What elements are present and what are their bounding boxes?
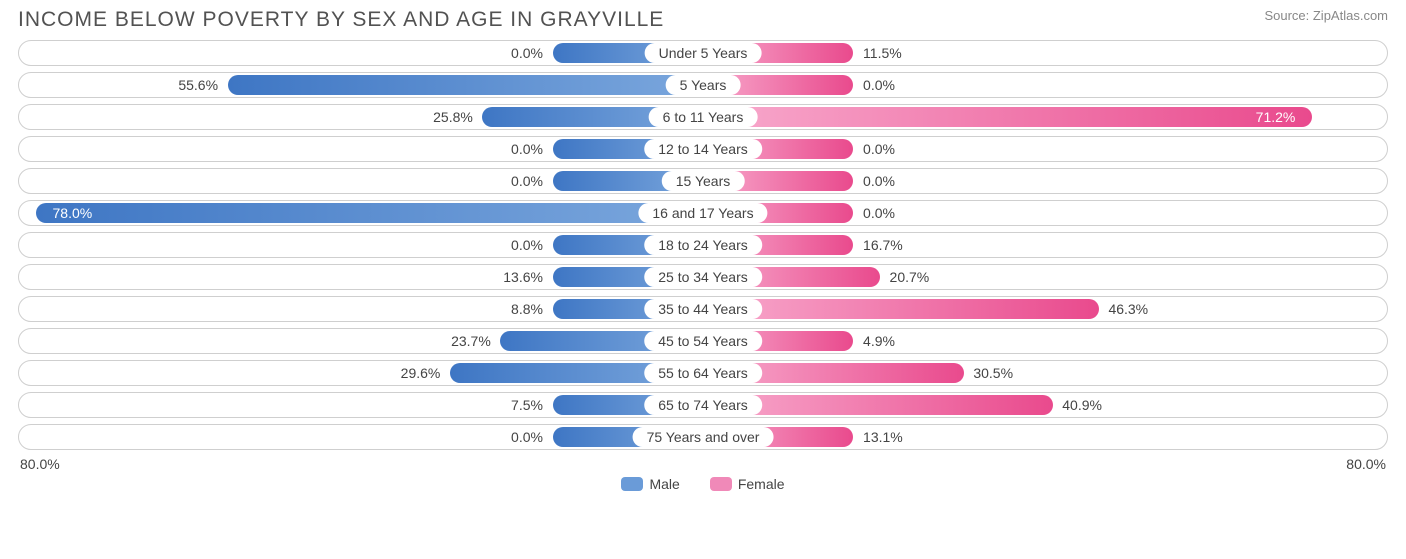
female-value-label: 0.0%	[863, 173, 895, 189]
male-value-label: 55.6%	[178, 77, 218, 93]
chart-area: 0.0% 11.5% Under 5 Years 55.6% 0.0% 5 Years 25…	[0, 36, 1406, 492]
chart-row: 0.0% 13.1% 75 Years and over	[18, 424, 1388, 450]
category-label: 55 to 64 Years	[644, 363, 762, 383]
chart-row: 13.6% 20.7% 25 to 34 Years	[18, 264, 1388, 290]
category-label: 6 to 11 Years	[649, 107, 758, 127]
category-label: 75 Years and over	[633, 427, 774, 447]
category-label: Under 5 Years	[645, 43, 762, 63]
axis-left-label: 80.0%	[20, 456, 60, 472]
chart-row: 8.8% 46.3% 35 to 44 Years	[18, 296, 1388, 322]
male-bar	[228, 75, 703, 95]
legend-female-label: Female	[738, 476, 785, 492]
category-label: 65 to 74 Years	[644, 395, 762, 415]
male-value-label: 0.0%	[511, 141, 543, 157]
female-value-label: 0.0%	[863, 141, 895, 157]
male-value-label: 0.0%	[511, 237, 543, 253]
female-value-label: 13.1%	[863, 429, 903, 445]
chart-source: Source: ZipAtlas.com	[1264, 8, 1388, 23]
category-label: 45 to 54 Years	[644, 331, 762, 351]
male-value-label: 13.6%	[503, 269, 543, 285]
rows-container: 0.0% 11.5% Under 5 Years 55.6% 0.0% 5 Years 25…	[18, 40, 1388, 450]
legend-male-label: Male	[649, 476, 679, 492]
female-value-label: 40.9%	[1062, 397, 1102, 413]
category-label: 12 to 14 Years	[644, 139, 762, 159]
category-label: 15 Years	[662, 171, 745, 191]
female-value-label: 30.5%	[973, 365, 1013, 381]
female-bar	[703, 299, 1099, 319]
female-value-label: 0.0%	[863, 205, 895, 221]
chart-row: 7.5% 40.9% 65 to 74 Years	[18, 392, 1388, 418]
category-label: 35 to 44 Years	[644, 299, 762, 319]
female-value-label: 46.3%	[1108, 301, 1148, 317]
chart-row: 55.6% 0.0% 5 Years	[18, 72, 1388, 98]
axis-row: 80.0% 80.0%	[18, 456, 1388, 472]
chart-row: 0.0% 11.5% Under 5 Years	[18, 40, 1388, 66]
category-label: 18 to 24 Years	[644, 235, 762, 255]
chart-row: 0.0% 0.0% 12 to 14 Years	[18, 136, 1388, 162]
chart-row: 0.0% 16.7% 18 to 24 Years	[18, 232, 1388, 258]
male-value-label: 0.0%	[511, 173, 543, 189]
category-label: 16 and 17 Years	[638, 203, 767, 223]
male-value-label: 8.8%	[511, 301, 543, 317]
male-value-label: 29.6%	[401, 365, 441, 381]
category-label: 5 Years	[666, 75, 741, 95]
female-value-label: 16.7%	[863, 237, 903, 253]
male-value-label: 0.0%	[511, 429, 543, 445]
male-value-label: 0.0%	[511, 45, 543, 61]
female-swatch	[710, 477, 732, 491]
chart-row: 0.0% 0.0% 15 Years	[18, 168, 1388, 194]
female-value-label: 4.9%	[863, 333, 895, 349]
legend-female: Female	[710, 476, 785, 492]
category-label: 25 to 34 Years	[644, 267, 762, 287]
female-value-label: 20.7%	[890, 269, 930, 285]
chart-title: INCOME BELOW POVERTY BY SEX AND AGE IN G…	[18, 8, 664, 32]
female-value-label: 0.0%	[863, 77, 895, 93]
chart-row: 78.0% 0.0% 16 and 17 Years	[18, 200, 1388, 226]
chart-row: 23.7% 4.9% 45 to 54 Years	[18, 328, 1388, 354]
male-value-label: 25.8%	[433, 109, 473, 125]
female-value-label: 11.5%	[863, 45, 902, 61]
legend-male: Male	[621, 476, 679, 492]
male-swatch	[621, 477, 643, 491]
chart-row: 25.8% 71.2% 6 to 11 Years	[18, 104, 1388, 130]
female-value-label: 71.2%	[1256, 109, 1296, 125]
male-value-label: 7.5%	[511, 397, 543, 413]
axis-right-label: 80.0%	[1346, 456, 1386, 472]
female-bar	[703, 107, 1312, 127]
chart-row: 29.6% 30.5% 55 to 64 Years	[18, 360, 1388, 386]
male-value-label: 23.7%	[451, 333, 491, 349]
male-bar	[36, 203, 703, 223]
legend: Male Female	[18, 472, 1388, 492]
chart-header: INCOME BELOW POVERTY BY SEX AND AGE IN G…	[0, 0, 1406, 36]
male-value-label: 78.0%	[53, 205, 93, 221]
